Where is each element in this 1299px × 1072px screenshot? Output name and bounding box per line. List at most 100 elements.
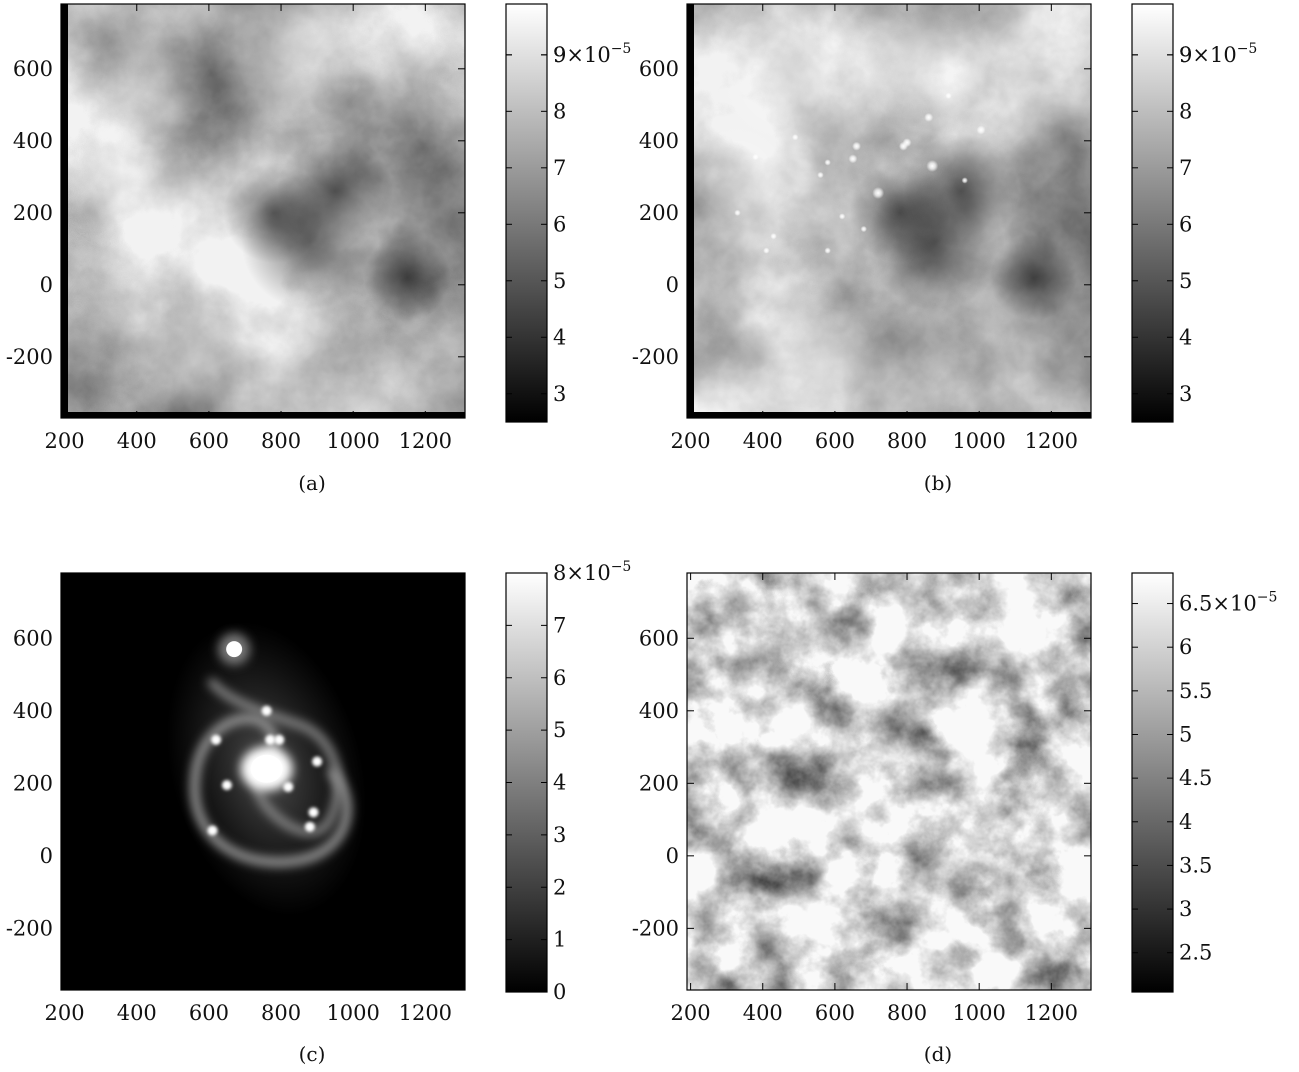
colorbar-tick-label: 4	[1179, 325, 1192, 349]
y-tick-label: 200	[639, 771, 679, 795]
y-tick-label: 600	[639, 626, 679, 650]
bright-region	[834, 4, 994, 134]
colorbar-tick-label: 8	[553, 99, 566, 123]
colorbar: 3 4 5 6 7 8 99×10−5	[505, 3, 631, 423]
bright-region	[687, 122, 792, 231]
bright-region	[93, 21, 217, 145]
point-source	[734, 209, 741, 216]
point-source	[945, 92, 952, 100]
knot	[261, 705, 272, 716]
x-tick-label: 600	[815, 1001, 855, 1025]
y-tick-label: 400	[639, 699, 679, 723]
panel-caption: (c)	[299, 1042, 326, 1066]
colorbar: 2.5 3 3.5 4 4.5 5 5.5 6 6.5×10−5	[1131, 572, 1277, 993]
colorbar-tick-label: 5.5	[1179, 679, 1212, 703]
point-source	[860, 225, 867, 233]
y-tick-label: 400	[13, 699, 53, 723]
x-tick-label: 200	[671, 1001, 711, 1025]
panel-caption: (b)	[924, 471, 952, 495]
x-tick-label: 600	[189, 429, 229, 453]
companion	[226, 641, 243, 658]
x-tick-label: 400	[117, 1001, 157, 1025]
colorbar-tick-label: 4.5	[1179, 766, 1212, 790]
point-source	[838, 213, 846, 220]
y-tick-label: -200	[632, 916, 679, 940]
panel-b: 200 400 600 800 1000 1200 -200 0 200 400 600 3 4 5 6 7 8…	[632, 3, 1257, 495]
colorbar-tick-label: 7	[553, 156, 566, 180]
heatmap-image	[687, 4, 1091, 418]
knot	[211, 734, 222, 745]
point-source	[872, 187, 885, 199]
point-source	[848, 154, 858, 164]
x-tick-label: 1000	[952, 1001, 1005, 1025]
panel-c: 200 400 600 800 1000 1200 -200 0 200 400 600 0 1 2 3 4 5…	[6, 559, 632, 1066]
colorbar-tick-label: 6	[553, 212, 566, 236]
nucleus-core	[250, 754, 283, 783]
y-tick-label: 400	[639, 129, 679, 153]
colorbar-tick-label: 5	[553, 718, 566, 742]
x-tick-label: 1000	[326, 429, 379, 453]
colorbar-gradient	[1131, 3, 1174, 423]
knot	[265, 734, 276, 745]
colorbar: 3 4 5 6 7 8 99×10−5	[1131, 3, 1257, 423]
y-tick-label: 0	[666, 273, 679, 297]
y-tick-label: 600	[13, 57, 53, 81]
colorbar-tick-label: 4	[553, 771, 566, 795]
point-source	[770, 233, 777, 240]
bright-region	[61, 122, 166, 231]
colorbar-gradient	[1131, 572, 1174, 993]
point-source	[817, 171, 824, 179]
knot	[308, 807, 319, 818]
bright-region	[136, 306, 253, 418]
point-source	[852, 141, 862, 151]
y-tick-label: 0	[40, 844, 53, 868]
y-tick-label: 200	[13, 201, 53, 225]
colorbar-tick-label: 9	[553, 43, 566, 67]
colorbar-tick-label: 6	[1179, 212, 1192, 236]
colorbar-top-label: 8×10−5	[553, 559, 631, 585]
x-tick-label: 400	[743, 1001, 783, 1025]
colorbar-tick-label: 3.5	[1179, 853, 1212, 877]
edge-strip	[61, 412, 465, 418]
panel-a: 200 400 600 800 1000 1200 -200 0 200 400 600 3 4 5 6 7 8…	[6, 3, 631, 495]
y-tick-label: 600	[13, 626, 53, 650]
x-tick-label: 1200	[1025, 429, 1078, 453]
colorbar-gradient	[505, 3, 548, 423]
colorbar-tick-label: 7	[553, 613, 566, 637]
x-tick-label: 200	[671, 429, 711, 453]
colorbar-tick-label: 4	[1179, 810, 1192, 834]
colorbar-tick-label: 2	[553, 875, 566, 899]
colorbar-tick-label: 5	[1179, 722, 1192, 746]
point-source	[752, 153, 759, 161]
x-tick-label: 800	[887, 429, 927, 453]
y-tick-label: -200	[6, 345, 53, 369]
x-tick-label: 600	[189, 1001, 229, 1025]
point-source	[763, 247, 770, 254]
point-source	[961, 177, 968, 184]
bright-region	[719, 21, 843, 145]
edge-strip	[687, 4, 694, 418]
x-tick-label: 1000	[952, 429, 1005, 453]
colorbar-tick-label: 3	[553, 823, 566, 847]
y-tick-label: 200	[639, 201, 679, 225]
colorbar-tick-label: 3	[1179, 382, 1192, 406]
colorbar-gradient	[505, 572, 548, 993]
x-tick-label: 600	[815, 429, 855, 453]
point-source	[792, 134, 799, 141]
colorbar-tick-label: 4	[553, 325, 566, 349]
x-tick-label: 400	[117, 429, 157, 453]
axes-frame	[60, 572, 466, 991]
x-tick-label: 800	[261, 429, 301, 453]
colorbar-tick-label: 3	[1179, 897, 1192, 921]
y-tick-label: 600	[639, 57, 679, 81]
colorbar-tick-label: 7	[1179, 156, 1192, 180]
colorbar-top-label: 9×10−5	[1179, 41, 1257, 67]
colorbar-tick-label: 6	[1179, 635, 1192, 659]
point-source	[976, 125, 986, 135]
colorbar-tick-label: 9	[1179, 43, 1192, 67]
panel-d: 200 400 600 800 1000 1200 -200 0 200 400 600 2.5 3 3.…	[632, 572, 1277, 1066]
y-tick-label: -200	[6, 916, 53, 940]
knot	[207, 825, 218, 836]
x-tick-label: 1000	[326, 1001, 379, 1025]
